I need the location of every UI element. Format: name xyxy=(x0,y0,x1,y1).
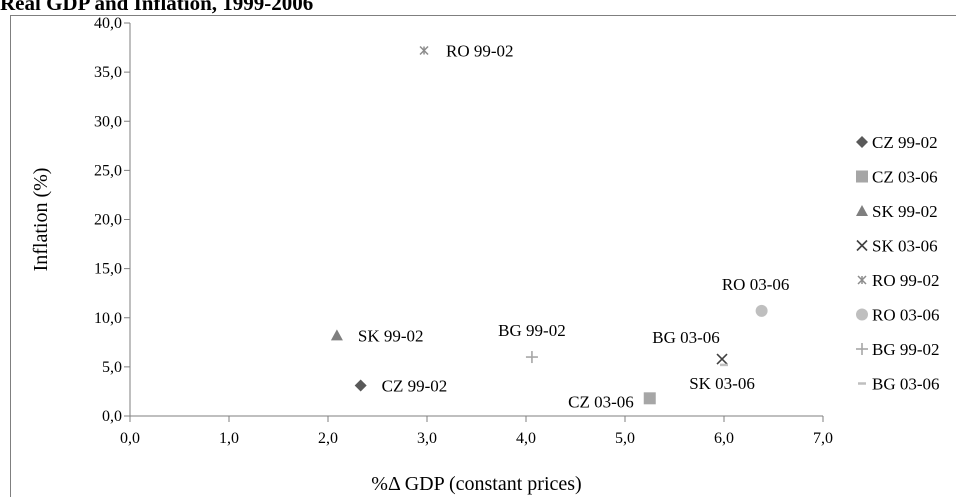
x-tick-label: 1,0 xyxy=(219,430,239,447)
legend-label: CZ 03-06 xyxy=(872,168,938,187)
legend-item: SK 03-06 xyxy=(856,237,938,256)
circle-marker xyxy=(856,308,868,321)
x-tick-label: 0,0 xyxy=(120,430,140,447)
x-tick-label: 2,0 xyxy=(318,430,338,447)
x-tick-label: 3,0 xyxy=(417,430,437,447)
diamond-marker xyxy=(856,136,868,148)
data-label: RO 99-02 xyxy=(446,42,514,61)
legend-item: CZ 99-02 xyxy=(856,133,938,152)
legend-item: CZ 03-06 xyxy=(856,168,938,187)
legend-marker xyxy=(856,239,868,252)
diamond-marker xyxy=(354,379,367,392)
legend-label: BG 03-06 xyxy=(872,375,940,394)
x-axis-title: %Δ GDP (constant prices) xyxy=(371,473,581,495)
y-tick-label: 5,0 xyxy=(102,359,122,376)
data-label: CZ 03-06 xyxy=(568,392,634,411)
x-marker-stroke xyxy=(856,239,868,252)
square-marker xyxy=(643,392,656,405)
data-point xyxy=(755,304,768,317)
data-label: BG 99-02 xyxy=(498,321,566,340)
data-point xyxy=(716,353,728,365)
x-tick-label: 4,0 xyxy=(516,430,536,447)
legend-item: RO 03-06 xyxy=(856,306,940,325)
x-tick-label: 6,0 xyxy=(714,430,734,447)
circle-marker xyxy=(755,304,768,317)
legend-label: RO 99-02 xyxy=(872,271,940,290)
legend-marker xyxy=(856,170,868,183)
legend-marker xyxy=(856,136,868,148)
legend-item: BG 03-06 xyxy=(858,375,940,394)
legend-marker xyxy=(857,275,867,285)
x-tick-label: 7,0 xyxy=(813,430,833,447)
data-label: BG 03-06 xyxy=(652,328,720,347)
legend: CZ 99-02 CZ 03-06 SK 99-02 SK 03-06 RO 99-02… xyxy=(856,133,940,394)
y-tick-label: 35,0 xyxy=(94,64,122,81)
x-axis-ticks: 0,0 1,0 2,0 3,0 4,0 5,0 6,0 7,0 xyxy=(120,416,833,447)
legend-item: BG 99-02 xyxy=(856,340,940,359)
legend-label: RO 03-06 xyxy=(872,306,940,325)
legend-label: SK 99-02 xyxy=(872,202,938,221)
data-points xyxy=(330,45,768,405)
chart-title: Real GDP and Inflation, 1999-2006 xyxy=(0,0,314,15)
y-tick-label: 20,0 xyxy=(94,212,122,229)
y-tick-label: 0,0 xyxy=(102,408,122,425)
x-marker-stroke xyxy=(716,353,728,365)
x-tick-label: 5,0 xyxy=(615,430,635,447)
legend-label: SK 03-06 xyxy=(872,237,938,256)
legend-marker xyxy=(856,308,868,321)
y-tick-label: 30,0 xyxy=(94,113,122,130)
legend-label: BG 99-02 xyxy=(872,340,940,359)
triangle-marker xyxy=(856,205,868,216)
square-marker xyxy=(856,170,868,183)
data-labels: CZ 99-02 CZ 03-06 SK 99-02 SK 03-06 RO 99-02… xyxy=(358,42,789,412)
legend-label: CZ 99-02 xyxy=(872,133,938,152)
y-tick-label: 15,0 xyxy=(94,261,122,278)
data-point xyxy=(330,329,343,341)
y-tick-label: 25,0 xyxy=(94,162,122,179)
legend-marker xyxy=(856,343,868,355)
y-tick-label: 40,0 xyxy=(94,15,122,32)
y-tick-label: 10,0 xyxy=(94,310,122,327)
legend-item: SK 99-02 xyxy=(856,202,938,221)
legend-marker xyxy=(856,205,868,216)
data-label: CZ 99-02 xyxy=(382,377,448,396)
data-point xyxy=(354,379,367,392)
data-point xyxy=(419,45,429,56)
data-point xyxy=(643,392,656,405)
data-point xyxy=(525,351,538,364)
chart-frame xyxy=(10,15,956,497)
y-axis-ticks: 0,0 5,0 10,0 15,0 20,0 25,0 30,0 35,0 40,0 xyxy=(94,15,130,425)
data-label: RO 03-06 xyxy=(722,275,790,294)
data-label: SK 99-02 xyxy=(358,326,424,345)
legend-item: RO 99-02 xyxy=(857,271,940,290)
y-axis-title: Inflation (%) xyxy=(30,168,52,272)
triangle-marker xyxy=(330,329,343,341)
data-label: SK 03-06 xyxy=(689,374,755,393)
